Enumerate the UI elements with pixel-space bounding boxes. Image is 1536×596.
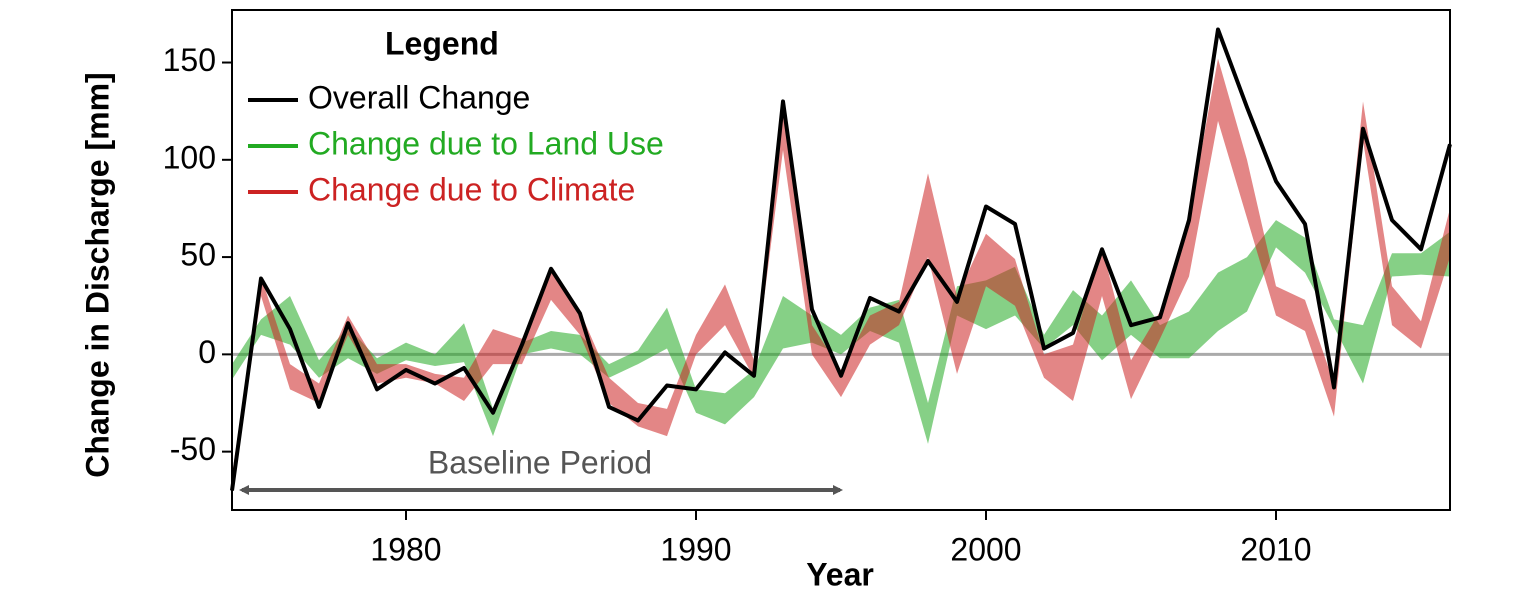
x-tick-label: 2010 bbox=[1240, 531, 1311, 567]
annotation: Baseline Period bbox=[428, 444, 652, 480]
legend-label: Change due to Climate bbox=[308, 171, 635, 207]
plot-frame bbox=[231, 9, 1451, 511]
legend-title: Legend bbox=[385, 25, 499, 61]
x-tick-label: 2000 bbox=[950, 531, 1021, 567]
x-tick-label: 1990 bbox=[660, 531, 731, 567]
legend-label: Change due to Land Use bbox=[308, 125, 664, 161]
line bbox=[230, 27, 1452, 491]
x-axis-label: Year bbox=[806, 556, 874, 591]
y-tick-label: 50 bbox=[180, 237, 216, 273]
y-tick-label: 150 bbox=[163, 42, 216, 78]
legend-label: Overall Change bbox=[308, 79, 530, 115]
y-tick-label: 100 bbox=[163, 139, 216, 175]
band bbox=[232, 220, 1450, 444]
y-tick-label: -50 bbox=[170, 431, 216, 467]
y-tick-label: 0 bbox=[198, 334, 216, 370]
x-tick-label: 1980 bbox=[370, 531, 441, 567]
band bbox=[232, 58, 1450, 495]
y-axis-label: Change in Discharge [mm] bbox=[79, 72, 115, 477]
